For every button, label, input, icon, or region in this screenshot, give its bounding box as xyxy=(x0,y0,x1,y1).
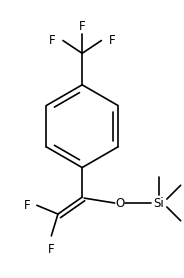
Text: F: F xyxy=(48,243,55,256)
Text: F: F xyxy=(109,34,116,47)
Text: O: O xyxy=(115,197,124,210)
Text: F: F xyxy=(24,199,31,212)
Text: Si: Si xyxy=(154,197,164,210)
Text: F: F xyxy=(79,20,85,33)
Text: F: F xyxy=(48,34,55,47)
